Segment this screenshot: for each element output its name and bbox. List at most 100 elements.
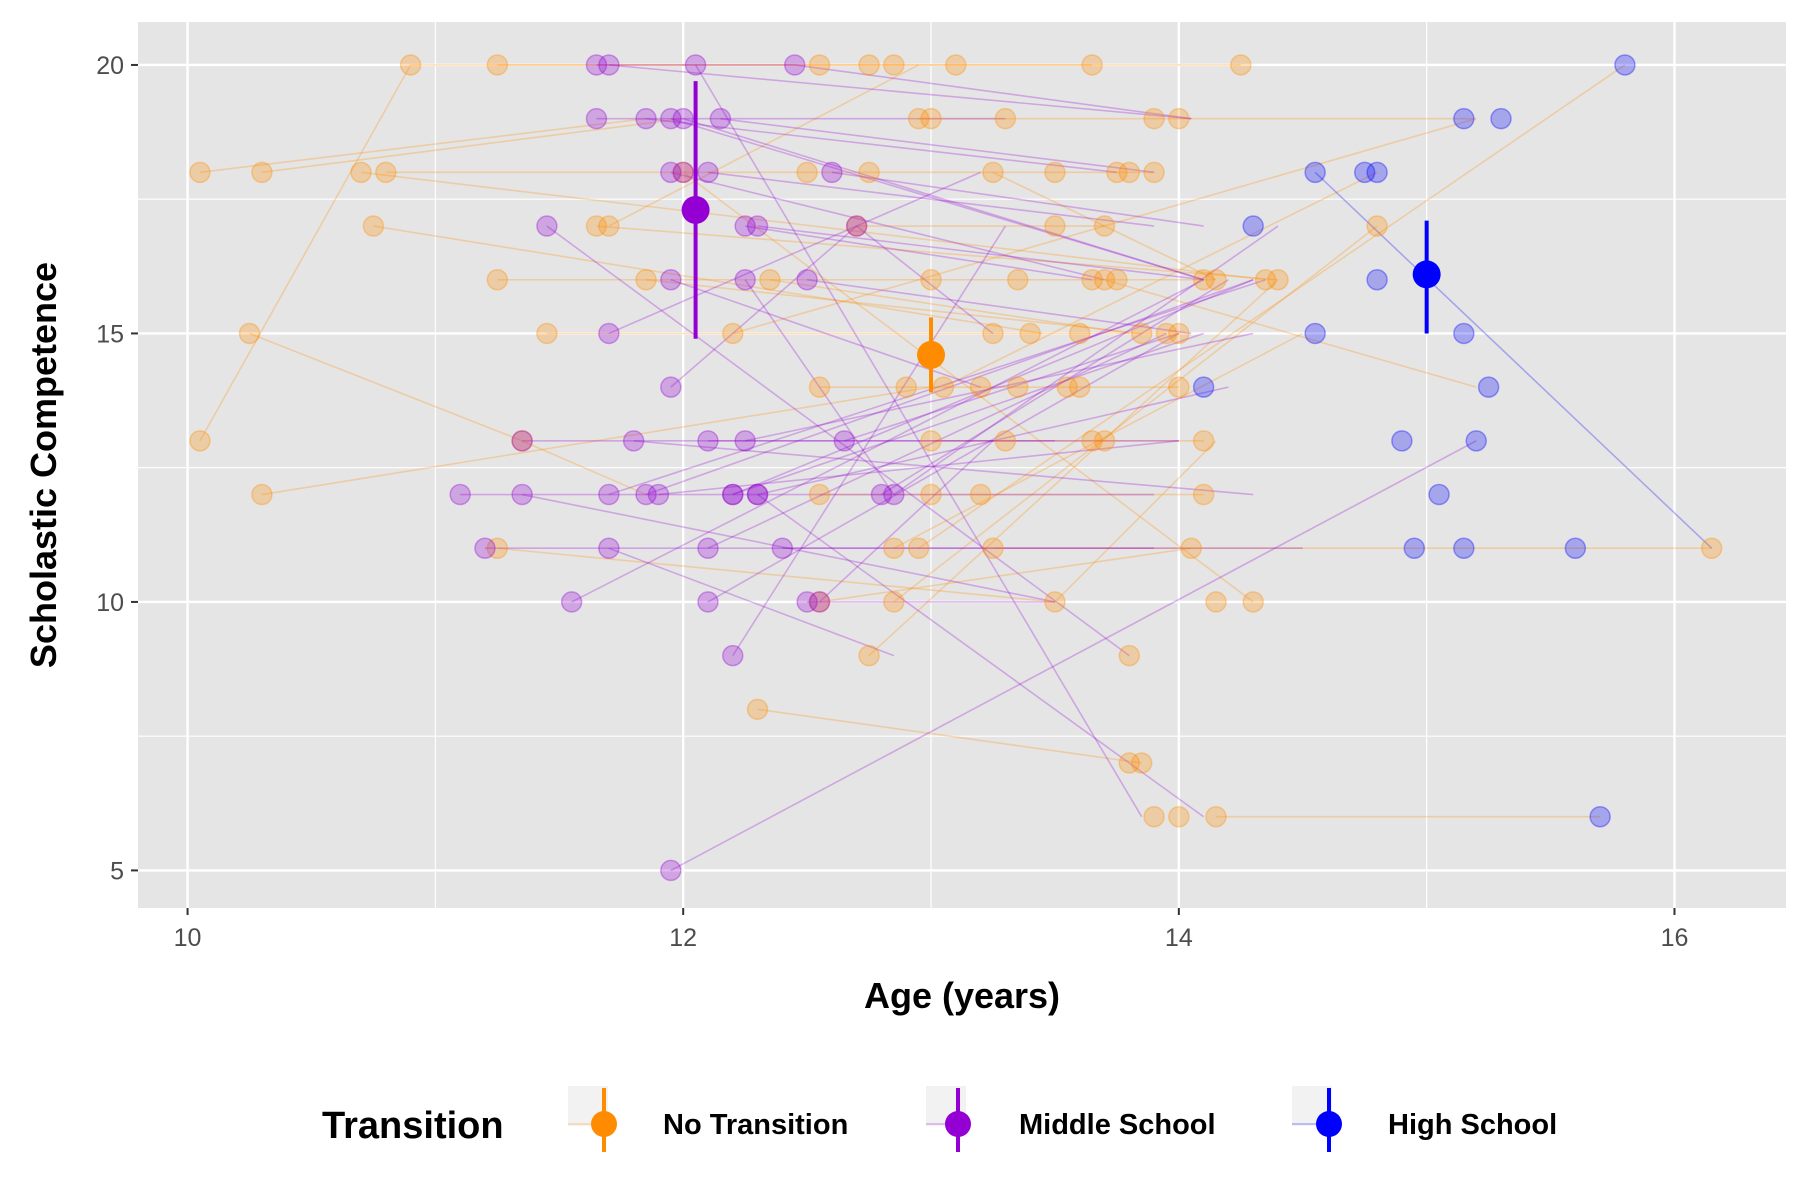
- high-school-point: [1428, 483, 1450, 506]
- no-transition-point: [189, 430, 211, 452]
- high-school-point: [1564, 537, 1587, 559]
- no-transition-point: [1192, 268, 1215, 291]
- legend-key-point: [591, 1111, 617, 1137]
- middle-school-point: [598, 537, 620, 559]
- legend-item-high-school: High School: [1292, 1086, 1557, 1152]
- no-transition-point: [1130, 322, 1153, 345]
- y-tick-label: 5: [110, 857, 124, 885]
- middle-school-trajectory: [670, 171, 1105, 281]
- legend-key-point: [1316, 1111, 1342, 1137]
- high-school-point: [1304, 322, 1326, 345]
- middle-school-trajectory: [831, 171, 1204, 227]
- no-transition-point: [1130, 752, 1153, 774]
- high-school-point: [1403, 537, 1426, 559]
- middle-school-point: [660, 268, 682, 291]
- axis-ticks: 10 12 14 16 5 10 15 20: [96, 52, 1688, 952]
- middle-school-trajectory: [881, 279, 1229, 496]
- middle-school-point: [709, 107, 732, 130]
- high-school-point: [1391, 430, 1413, 452]
- no-transition-trajectory: [1054, 440, 1217, 603]
- no-transition-point: [1267, 268, 1289, 291]
- no-transition-point: [920, 107, 942, 130]
- no-transition-trajectory: [918, 64, 1626, 549]
- middle-school-trajectory: [707, 332, 1180, 603]
- middle-school-trajectory: [670, 225, 858, 388]
- no-transition-point: [1093, 430, 1116, 452]
- no-transition-point: [932, 376, 955, 398]
- middle-school-point: [672, 107, 694, 130]
- no-transition-point: [907, 107, 930, 130]
- no-transition-point: [969, 483, 992, 506]
- legend-label-high-school: High School: [1388, 1109, 1557, 1141]
- middle-school-trajectory: [745, 225, 1093, 281]
- no-transition-point: [759, 268, 781, 291]
- middle-school-point: [734, 215, 756, 237]
- no-transition-point: [350, 161, 372, 184]
- data-points: [189, 54, 1723, 882]
- no-transition-trajectory: [868, 279, 1279, 657]
- middle-school-point: [697, 430, 719, 452]
- middle-school-trajectory: [844, 332, 1180, 442]
- high-school-mean-point: [1412, 260, 1441, 289]
- middle-school-point: [511, 430, 533, 452]
- high-school-point: [1453, 322, 1475, 345]
- middle-school-trajectory: [571, 279, 1204, 603]
- middle-school-point: [585, 54, 608, 76]
- x-tick-label: 16: [1661, 924, 1689, 952]
- no-transition-trajectory: [261, 117, 684, 174]
- y-tick-label: 15: [96, 320, 124, 348]
- y-tick-label: 10: [96, 589, 124, 617]
- middle-school-point: [697, 161, 719, 184]
- middle-school-point: [560, 591, 583, 613]
- no-transition-point: [486, 268, 509, 291]
- high-school-point: [1453, 537, 1475, 559]
- no-transition-point: [845, 215, 868, 237]
- no-transition-trajectory: [596, 225, 1279, 281]
- no-transition-point: [1143, 161, 1165, 184]
- no-transition-trajectory: [893, 332, 1304, 549]
- no-transition-point: [1205, 805, 1227, 828]
- no-transition-point: [1007, 268, 1029, 291]
- middle-school-point: [722, 483, 744, 506]
- middle-school-point: [635, 483, 657, 506]
- no-transition-point: [982, 322, 1004, 345]
- middle-school-trajectory: [682, 117, 1204, 281]
- no-transition-point: [399, 54, 422, 76]
- middle-school-mean-point: [681, 195, 710, 224]
- no-transition-point: [945, 54, 967, 76]
- middle-school-trajectory: [633, 440, 1254, 496]
- no-transition-point: [251, 161, 273, 184]
- middle-school-point: [722, 644, 744, 667]
- no-transition-point: [1019, 322, 1041, 345]
- no-transition-point: [883, 54, 905, 76]
- no-transition-point: [1044, 215, 1066, 237]
- middle-school-trajectory: [744, 279, 895, 495]
- middle-school-point: [697, 591, 719, 613]
- no-transition-point: [598, 215, 620, 237]
- no-transition-point: [858, 644, 880, 667]
- no-transition-point: [994, 107, 1017, 130]
- no-transition-point: [375, 161, 397, 184]
- no-transition-point: [883, 591, 905, 613]
- no-transition-point: [994, 430, 1017, 452]
- no-transition-point: [1068, 322, 1091, 345]
- high-school-point: [1490, 107, 1512, 130]
- no-transition-point: [920, 268, 942, 291]
- middle-school-point: [660, 161, 682, 184]
- no-transition-point: [1143, 107, 1165, 130]
- plot-panel: [138, 22, 1786, 908]
- middle-school-point: [746, 483, 769, 506]
- no-transition-point: [1056, 376, 1079, 398]
- high-school-point: [1304, 161, 1326, 184]
- no-transition-point: [920, 483, 942, 506]
- no-transition-point: [858, 161, 880, 184]
- no-transition-point: [1192, 483, 1215, 506]
- middle-school-point: [622, 430, 645, 452]
- no-transition-point: [1700, 537, 1723, 559]
- middle-school-point: [796, 268, 818, 291]
- legend: Transition No Transition Middle School H…: [322, 1086, 1557, 1152]
- no-transition-point: [1081, 54, 1103, 76]
- no-transition-trajectory: [261, 386, 932, 496]
- no-transition-point: [796, 161, 818, 184]
- high-school-point: [1242, 215, 1264, 237]
